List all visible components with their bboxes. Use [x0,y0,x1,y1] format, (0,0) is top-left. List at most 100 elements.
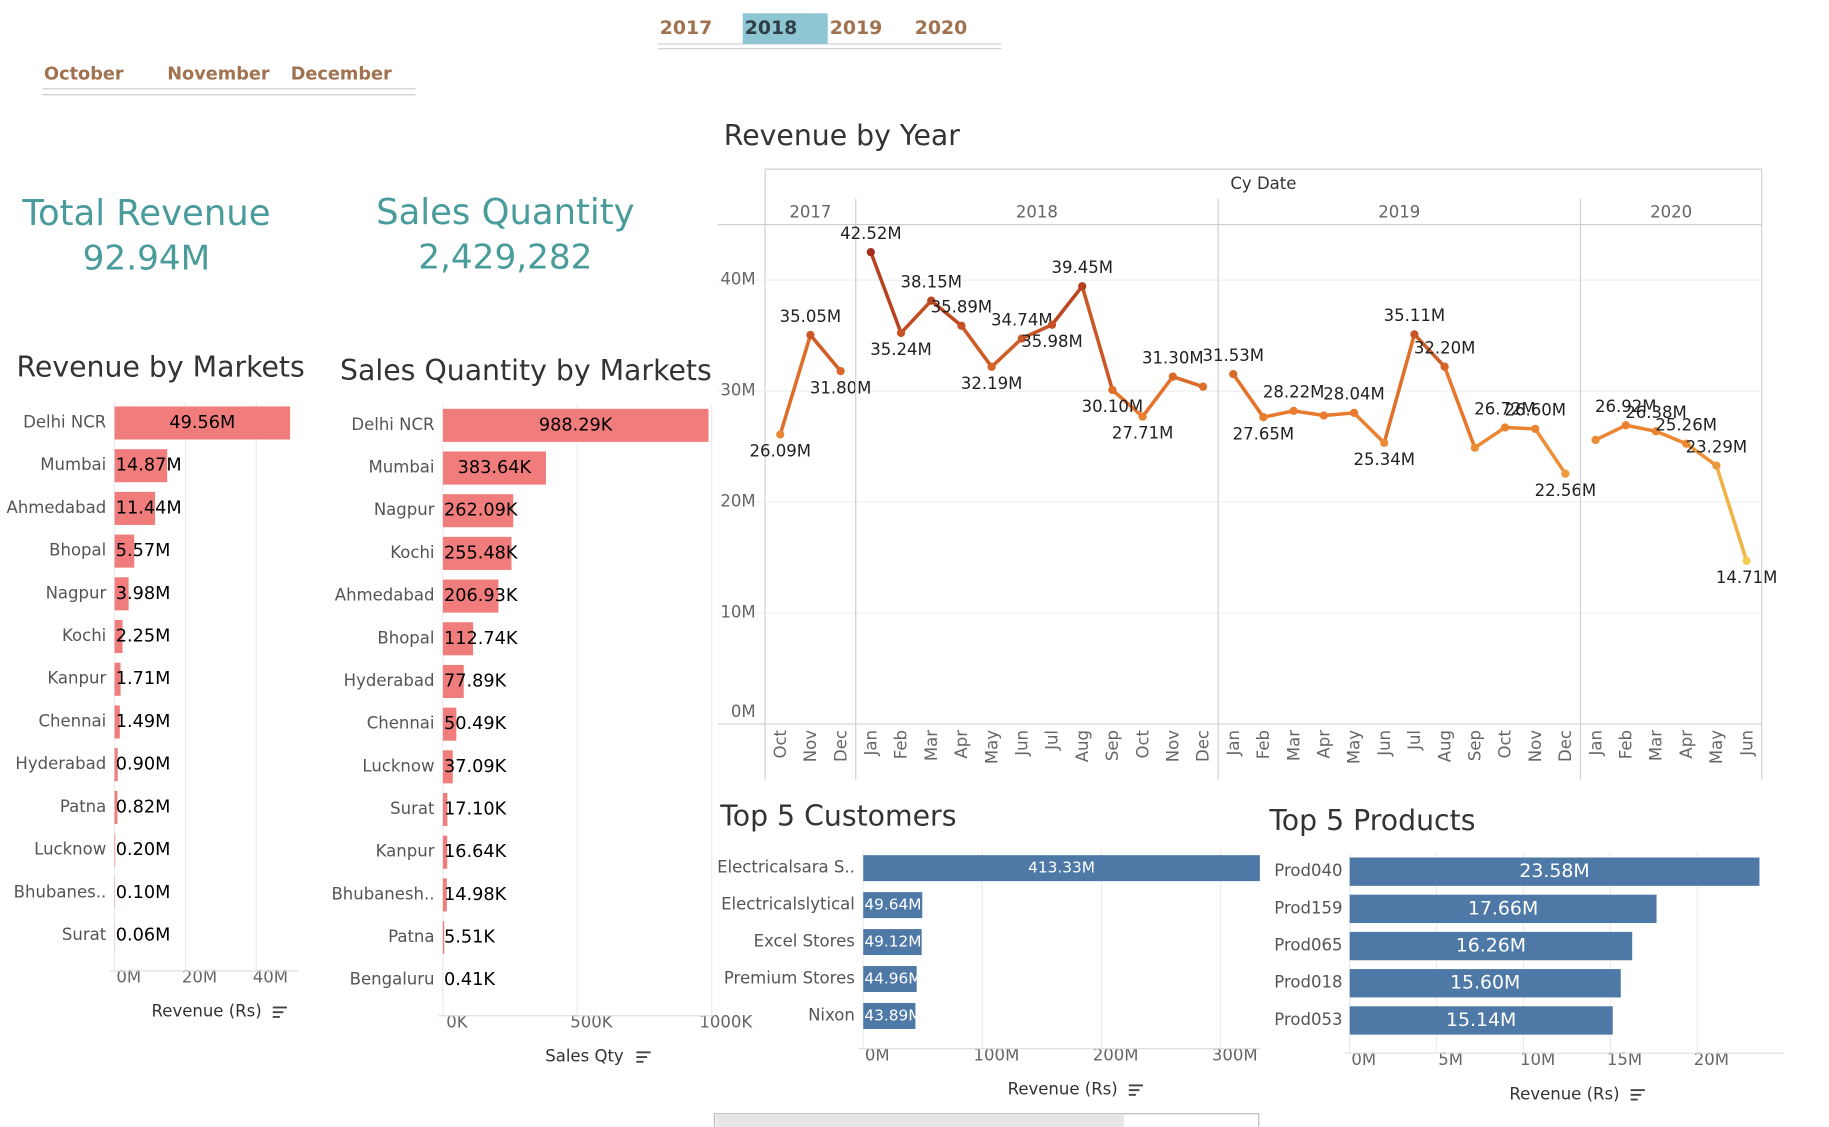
x-tick-label: Nov [801,730,820,762]
value-label: 2.25M [116,627,171,647]
value-label: 413.33M [1028,859,1095,877]
x-tick-label: Aug [1073,730,1092,762]
x-tick-label: Dec [1194,730,1213,762]
value-label: 28.04M [1323,385,1385,404]
bar [442,750,453,784]
bar [863,1002,916,1029]
line-point [1410,330,1419,339]
bar [114,748,118,782]
x-tick-label: Apr [952,730,971,759]
bar [114,619,123,654]
year-filter-option[interactable]: 2017 [660,17,713,39]
line-segment [1473,425,1507,450]
month-filter-option[interactable]: October [44,65,124,85]
value-label: 14.87M [116,456,182,476]
category-label: Kanpur [47,669,106,688]
value-label: 1.49M [116,712,171,732]
x-tick-label: Mar [1647,730,1666,761]
line-point [1561,469,1570,478]
line-point [1229,369,1238,379]
year-filter-option[interactable]: 2020 [915,17,968,39]
bar [442,921,445,955]
line-segment [869,250,903,335]
pane-year: 2020 [1650,202,1692,221]
category-label: Delhi NCR [351,415,434,434]
month-filter-option[interactable]: November [167,65,270,85]
category-label: Bengaluru [350,970,435,989]
x-tick-label: 1000K [699,1012,753,1031]
bar [114,534,135,568]
category-label: Kochi [390,543,434,562]
kpi-label: Sales Quantity [376,192,635,233]
bars [863,855,1260,1029]
category-label: Delhi NCR [23,412,106,431]
category-label: Lucknow [362,756,434,775]
line-point [1289,406,1298,415]
category-label: Lucknow [34,840,106,859]
line-point [896,328,906,338]
value-label: 35.05M [780,307,842,326]
line-point [1198,382,1208,391]
x-tick-label: 0M [1351,1050,1376,1069]
bar [442,536,512,570]
x-axis-title: Sales Qty [545,1047,624,1066]
line-point [1047,320,1057,329]
category-label: Kochi [62,626,106,645]
scrollbar-thumb[interactable] [715,1114,1125,1127]
x-tick-label: 0K [446,1012,469,1031]
value-label: 0.10M [116,883,171,903]
x-tick-label: Dec [1556,730,1575,762]
line-segment [1140,374,1175,419]
bars [114,406,291,953]
line-point [806,330,815,340]
value-label: 0.06M [116,925,171,945]
kpi-label: Total Revenue [21,193,270,234]
header-title: Cy Date [1230,174,1296,193]
line-segment [1714,463,1749,563]
value-label: 383.64K [458,458,532,478]
value-label: 32.20M [1414,338,1476,357]
x-tick-label: 0M [865,1045,890,1064]
x-tick-label: Jan [1586,730,1605,756]
year-filter-option[interactable]: 2018 [745,17,798,39]
x-axis-title: Revenue (Rs) [1509,1084,1619,1103]
category-label: Prod018 [1274,973,1342,992]
value-label: 11.44M [116,498,182,518]
x-tick-label: Jan [1224,730,1243,756]
value-label: 15.60M [1450,972,1520,994]
line-segment [1503,425,1537,431]
bar [442,707,457,741]
bar [863,929,922,956]
x-tick-label: Oct [1496,729,1515,758]
bars [1349,857,1760,1035]
value-label: 35.89M [931,298,993,317]
value-label: 31.30M [1142,348,1204,367]
x-tick-label: 200M [1093,1045,1139,1064]
bar [114,705,120,739]
x-tick-label: 100M [974,1045,1020,1064]
chart-title: Revenue by Year [724,119,960,152]
line-segment [1382,332,1417,445]
year-filter-option[interactable]: 2019 [830,17,883,39]
x-tick-label: 20M [182,967,217,986]
value-label: 0.82M [116,797,171,817]
category-label: Nixon [808,1005,855,1024]
value-label: 16.64K [444,842,507,862]
x-tick-label: 5M [1438,1050,1463,1069]
category-label: Prod053 [1274,1010,1342,1029]
x-tick-label: Oct [1133,729,1152,758]
month-filter-option[interactable]: December [291,65,392,85]
value-label: 1.71M [116,669,171,689]
x-tick-label: 40M [253,967,288,986]
x-tick-label: 500K [570,1012,614,1031]
value-label: 35.98M [1021,332,1083,351]
bar [114,491,156,525]
category-label: Electricalslytical [721,895,855,914]
x-axis-title: Revenue (Rs) [152,1002,262,1021]
value-label: 35.11M [1384,306,1446,325]
pane-year: 2019 [1378,202,1420,221]
x-tick-label: Mar [1284,730,1303,761]
bar [1349,894,1657,924]
line-point [1017,334,1026,343]
category-label: Nagpur [46,583,107,602]
